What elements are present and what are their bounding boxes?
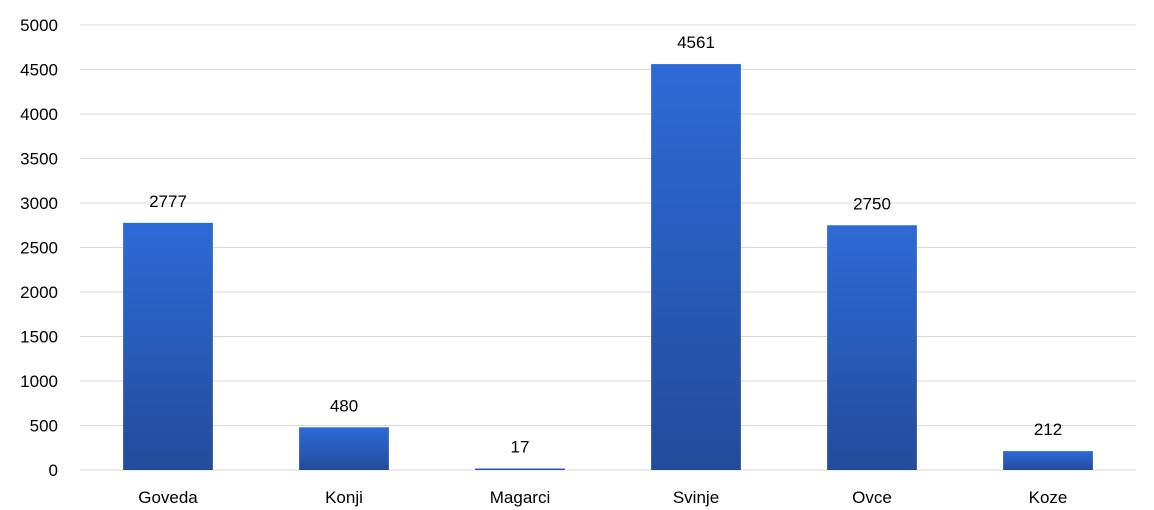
x-tick-label-goveda: Goveda (138, 488, 198, 507)
y-axis-tick-labels: 0 500 1000 1500 2000 2500 3000 3500 4000 4500 5000 (20, 16, 58, 480)
data-label-svinje: 4561 (677, 33, 715, 52)
y-tick-label: 3500 (20, 150, 58, 169)
data-label-koze: 212 (1034, 420, 1062, 439)
x-tick-label-magarci: Magarci (490, 488, 550, 507)
bar-konji (299, 427, 389, 470)
y-tick-label: 0 (49, 461, 58, 480)
x-tick-label-ovce: Ovce (852, 488, 892, 507)
bar-koze (1003, 451, 1093, 470)
bar-svinje (651, 64, 741, 471)
y-tick-label: 1500 (20, 328, 58, 347)
data-label-magarci: 17 (511, 437, 530, 456)
y-tick-label: 2500 (20, 239, 58, 258)
y-tick-label: 3000 (20, 194, 58, 213)
x-tick-label-koze: Koze (1029, 488, 1068, 507)
x-tick-label-svinje: Svinje (673, 488, 719, 507)
bar-ovce (827, 225, 917, 470)
x-axis-tick-labels: Goveda Konji Magarci Svinje Ovce Koze (138, 488, 1067, 507)
y-tick-label: 4000 (20, 105, 58, 124)
bar-goveda (123, 222, 213, 470)
data-label-konji: 480 (330, 396, 358, 415)
y-tick-label: 500 (30, 417, 58, 436)
data-labels: 2777 480 17 4561 2750 212 (149, 33, 1062, 456)
data-label-ovce: 2750 (853, 194, 891, 213)
bars (123, 64, 1093, 471)
x-tick-label-konji: Konji (325, 488, 363, 507)
gridlines (80, 24, 1136, 471)
y-tick-label: 4500 (20, 61, 58, 80)
data-label-goveda: 2777 (149, 192, 187, 211)
bar-magarci (475, 468, 565, 470)
y-tick-label: 5000 (20, 16, 58, 35)
y-tick-label: 2000 (20, 283, 58, 302)
y-tick-label: 1000 (20, 372, 58, 391)
